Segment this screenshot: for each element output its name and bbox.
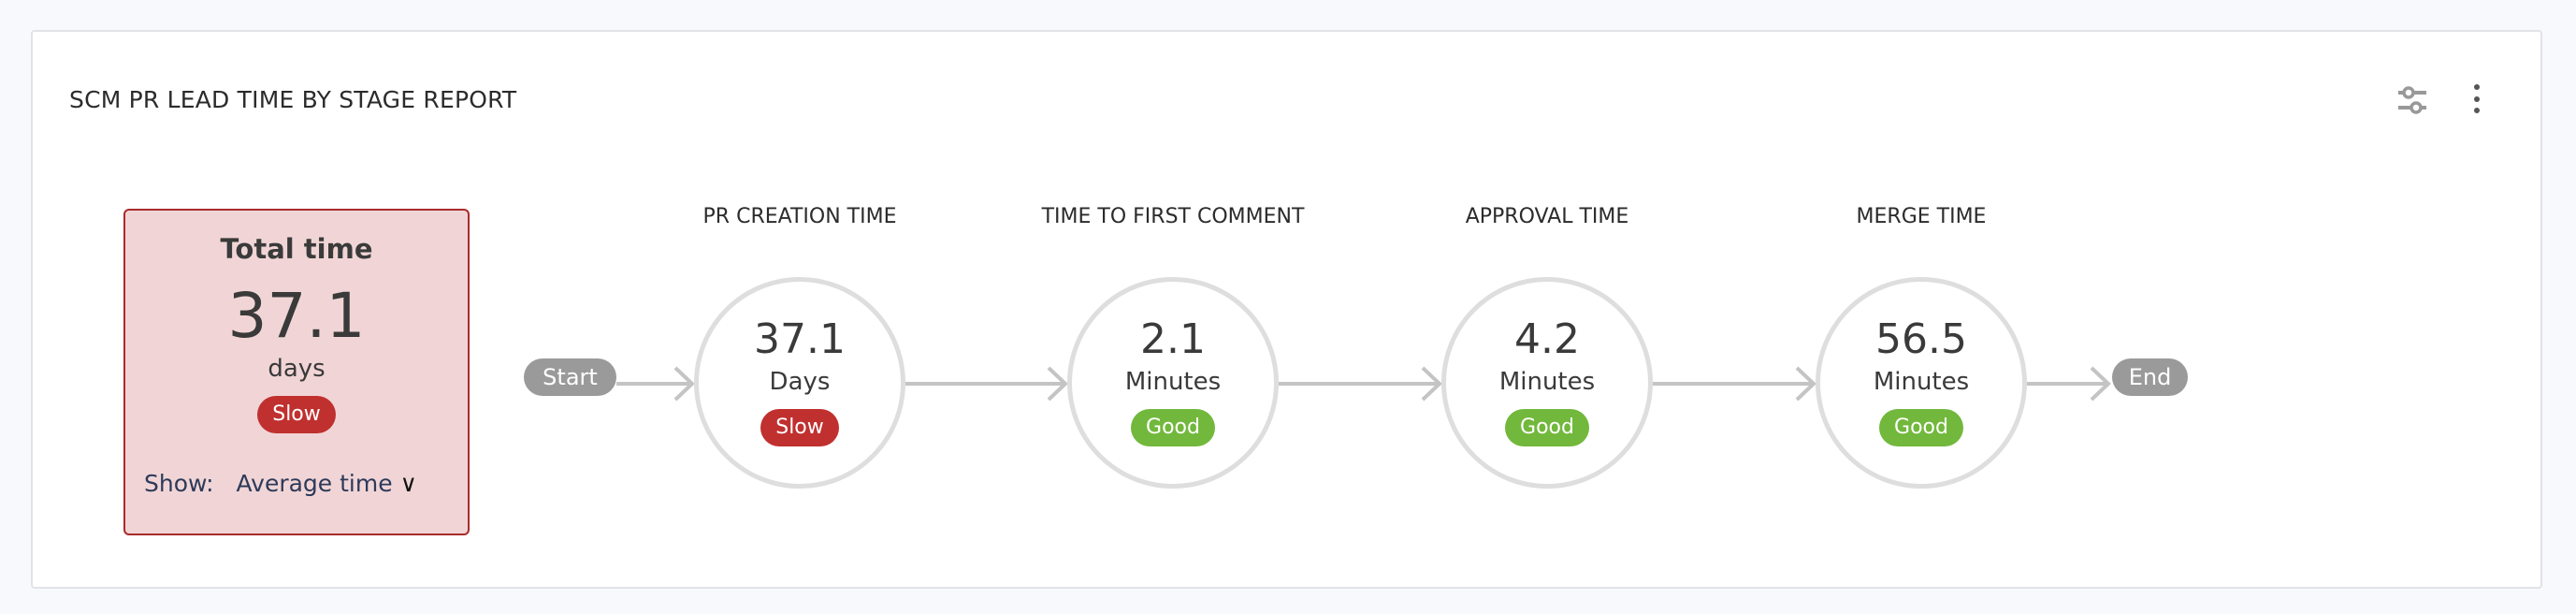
start-pill: Start <box>524 358 616 396</box>
report-title: SCM PR LEAD TIME BY STAGE REPORT <box>69 86 517 113</box>
arrow <box>2027 366 2111 402</box>
stage-label-merge: MERGE TIME <box>1856 205 1987 228</box>
stage-value: 2.1 <box>1140 315 1206 363</box>
status-badge: Good <box>1505 409 1589 446</box>
kebab-menu-icon[interactable] <box>2467 82 2486 116</box>
stage-unit: Days <box>769 368 831 396</box>
arrow <box>905 366 1068 402</box>
stage-circle-merge[interactable]: 56.5 Minutes Good <box>1816 277 2027 489</box>
total-time-unit: days <box>268 355 326 383</box>
status-badge: Good <box>1879 409 1963 446</box>
stage-value: 4.2 <box>1514 315 1580 363</box>
show-label: Show: <box>144 470 214 497</box>
stage-value: 56.5 <box>1875 315 1967 363</box>
stage-circle-pr-creation[interactable]: 37.1 Days Slow <box>694 277 905 489</box>
total-time-title: Total time <box>220 233 373 265</box>
stage-label-pr-creation: PR CREATION TIME <box>702 205 897 228</box>
status-badge: Good <box>1131 409 1215 446</box>
stage-unit: Minutes <box>1498 368 1596 396</box>
arrow <box>1279 366 1442 402</box>
end-pill: End <box>2112 358 2188 396</box>
chevron-down-icon: ∨ <box>399 470 417 497</box>
stage-value: 37.1 <box>754 315 846 363</box>
arrow <box>616 366 695 402</box>
total-time-value: 37.1 <box>227 280 366 352</box>
show-select[interactable]: Average time ∨ <box>237 470 417 497</box>
stage-label-approval: APPROVAL TIME <box>1465 205 1629 228</box>
stage-circle-first-comment[interactable]: 2.1 Minutes Good <box>1067 277 1279 489</box>
show-select-value: Average time <box>236 470 393 497</box>
stage-unit: Minutes <box>1873 368 1970 396</box>
status-badge: Slow <box>257 396 336 433</box>
show-row: Show: Average time ∨ <box>144 470 417 497</box>
arrow <box>1653 366 1816 402</box>
status-badge: Slow <box>760 409 839 446</box>
total-time-panel: Total time 37.1 days Slow Show: Average t… <box>123 209 470 535</box>
stage-unit: Minutes <box>1124 368 1222 396</box>
stage-circle-approval[interactable]: 4.2 Minutes Good <box>1441 277 1653 489</box>
sliders-icon[interactable] <box>2396 84 2430 116</box>
stage-label-first-comment: TIME TO FIRST COMMENT <box>1041 205 1305 228</box>
